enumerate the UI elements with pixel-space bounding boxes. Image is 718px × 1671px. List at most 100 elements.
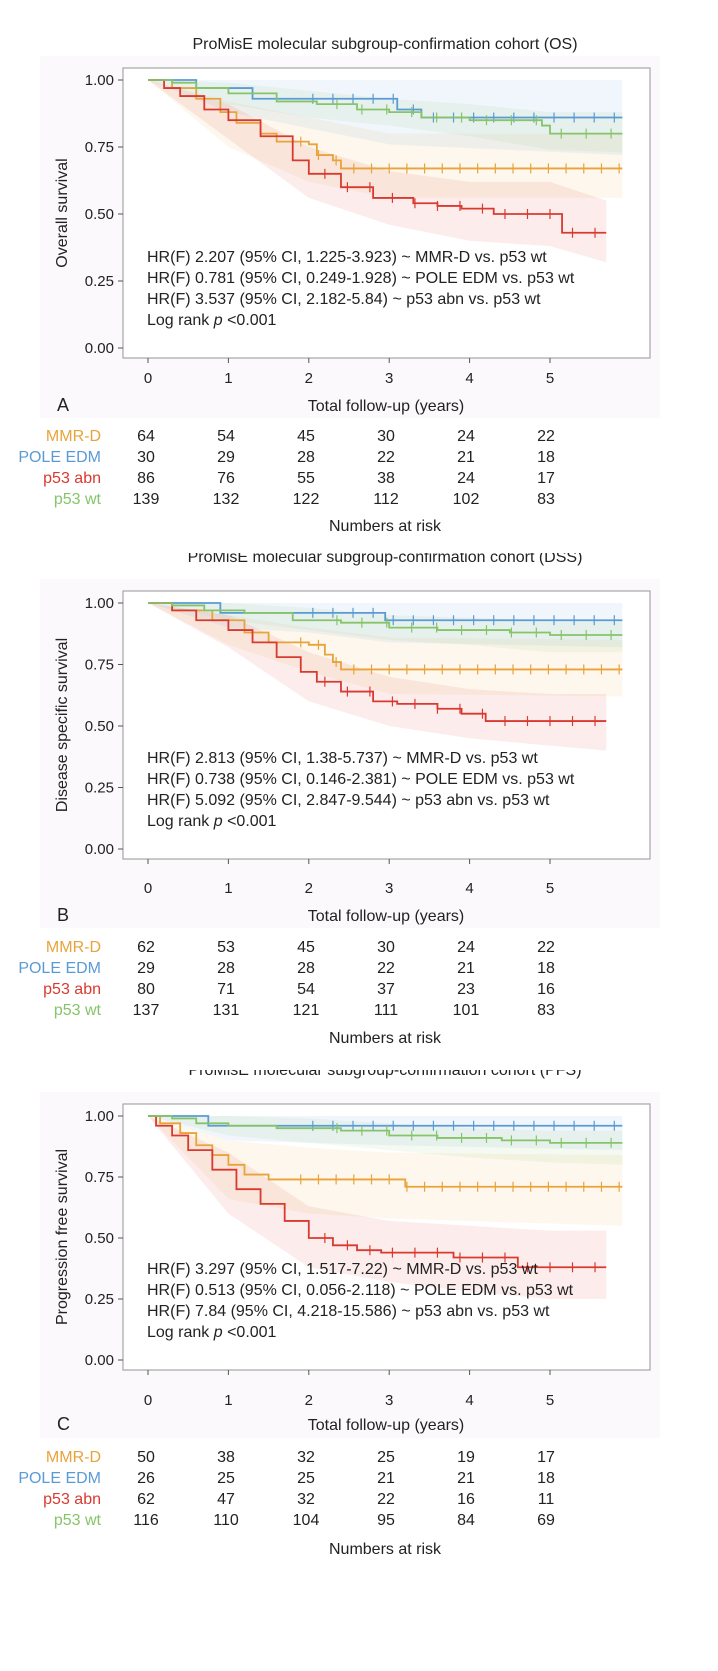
- y-axis-label: Progression free survival: [54, 1149, 71, 1325]
- x-tick-label: 0: [144, 880, 152, 897]
- risk-value: 18: [537, 960, 555, 977]
- risk-value: 110: [213, 1512, 239, 1529]
- risk-value: 84: [457, 1512, 475, 1529]
- risk-value: 29: [137, 960, 155, 977]
- chart-title: ProMisE molecular subgroup-confirmation …: [188, 1070, 581, 1079]
- ci-band-mmr-d: [148, 1116, 623, 1226]
- risk-value: 28: [297, 960, 315, 977]
- km-panel-c: ProMisE molecular subgroup-confirmation …: [0, 1062, 718, 1666]
- y-tick-label: 0.75: [85, 657, 114, 674]
- x-tick-label: 4: [465, 370, 473, 387]
- x-tick-label: 3: [385, 370, 393, 387]
- risk-value: 16: [457, 1491, 475, 1508]
- km-curve-p53-wt: [148, 1115, 623, 1144]
- risk-value: 24: [457, 470, 475, 487]
- ci-band-mmr-d: [148, 603, 623, 697]
- logrank-suffix: <0.001: [223, 813, 277, 830]
- risk-row-label: p53 wt: [54, 1002, 102, 1019]
- ci-band-pole-edm: [148, 603, 623, 648]
- logrank-annotation: Log rank p <0.001: [147, 312, 277, 329]
- risk-value: 62: [137, 939, 155, 956]
- risk-value: 28: [217, 960, 235, 977]
- risk-value: 53: [217, 939, 235, 956]
- risk-row-label: MMR-D: [46, 1449, 101, 1466]
- panel-letter: C: [57, 1414, 70, 1434]
- risk-value: 132: [213, 491, 240, 508]
- risk-value: 122: [293, 491, 320, 508]
- y-tick-label: 0.75: [85, 139, 114, 156]
- logrank-suffix: <0.001: [223, 312, 277, 329]
- risk-value: 50: [137, 1449, 155, 1466]
- risk-value: 83: [537, 491, 555, 508]
- risk-value: 25: [217, 1470, 235, 1487]
- risk-value: 22: [537, 428, 555, 445]
- risk-table-title: Numbers at risk: [329, 1030, 442, 1047]
- risk-value: 45: [297, 428, 315, 445]
- risk-value: 16: [537, 981, 555, 998]
- logrank-prefix: Log rank: [147, 813, 214, 830]
- hr-annotation: HR(F) 2.813 (95% CI, 1.38-5.737) ~ MMR-D…: [147, 750, 538, 767]
- y-tick-label: 0.50: [85, 718, 114, 735]
- risk-value: 26: [137, 1470, 155, 1487]
- hr-annotation: HR(F) 0.738 (95% CI, 0.146-2.381) ~ POLE…: [147, 771, 575, 788]
- risk-table-title: Numbers at risk: [329, 1541, 442, 1558]
- x-tick-label: 2: [305, 1392, 313, 1409]
- x-tick-label: 0: [144, 370, 152, 387]
- km-svg-c: ProMisE molecular subgroup-confirmation …: [18, 1062, 660, 1558]
- logrank-p: p: [213, 813, 223, 830]
- risk-value: 28: [297, 449, 315, 466]
- hr-annotation: HR(F) 5.092 (95% CI, 2.847-9.544) ~ p53 …: [147, 792, 550, 809]
- risk-value: 11: [538, 1491, 555, 1508]
- risk-row-label: POLE EDM: [18, 960, 101, 977]
- x-tick-label: 3: [385, 1392, 393, 1409]
- logrank-p: p: [213, 312, 223, 329]
- km-svg-a: ProMisE molecular subgroup-confirmation …: [18, 36, 660, 535]
- x-tick-label: 4: [465, 880, 473, 897]
- hr-annotation: HR(F) 3.537 (95% CI, 2.182-5.84) ~ p53 a…: [147, 291, 541, 308]
- risk-value: 139: [133, 491, 160, 508]
- km-curve-p53-abn: [148, 602, 607, 722]
- y-tick-label: 0.25: [85, 780, 114, 797]
- logrank-suffix: <0.001: [223, 1324, 277, 1341]
- x-axis-label: Total follow-up (years): [308, 908, 465, 925]
- risk-value: 32: [297, 1491, 315, 1508]
- risk-row-label: p53 abn: [43, 1491, 101, 1508]
- risk-value: 21: [457, 960, 475, 977]
- km-curve-pole-edm: [148, 79, 623, 119]
- x-tick-label: 3: [385, 880, 393, 897]
- risk-value: 47: [217, 1491, 235, 1508]
- x-tick-label: 0: [144, 1392, 152, 1409]
- x-tick-label: 5: [546, 370, 554, 387]
- risk-value: 25: [377, 1449, 395, 1466]
- risk-value: 29: [217, 449, 235, 466]
- km-curve-pole-edm: [148, 1115, 623, 1127]
- risk-row-label: POLE EDM: [18, 449, 101, 466]
- km-curve-p53-abn: [148, 79, 607, 234]
- logrank-prefix: Log rank: [147, 312, 214, 329]
- x-tick-label: 4: [465, 1392, 473, 1409]
- logrank-annotation: Log rank p <0.001: [147, 813, 277, 830]
- x-tick-label: 5: [546, 1392, 554, 1409]
- km-panel-b: ProMisE molecular subgroup-confirmation …: [0, 549, 718, 1070]
- risk-value: 38: [217, 1449, 235, 1466]
- risk-value: 38: [377, 470, 395, 487]
- x-tick-label: 2: [305, 880, 313, 897]
- risk-value: 17: [537, 1449, 555, 1466]
- risk-value: 101: [453, 1002, 480, 1019]
- x-axis-label: Total follow-up (years): [308, 1417, 465, 1434]
- hr-annotation: HR(F) 0.781 (95% CI, 0.249-1.928) ~ POLE…: [147, 270, 575, 287]
- risk-row-label: p53 wt: [54, 1512, 102, 1529]
- risk-value: 86: [137, 470, 155, 487]
- risk-row-label: MMR-D: [46, 939, 101, 956]
- risk-value: 54: [217, 428, 235, 445]
- risk-value: 22: [537, 939, 555, 956]
- y-axis-label: Disease specific survival: [54, 638, 71, 812]
- risk-value: 23: [457, 981, 475, 998]
- risk-value: 80: [137, 981, 155, 998]
- risk-value: 64: [137, 428, 155, 445]
- y-tick-label: 0.00: [85, 841, 114, 858]
- risk-row-label: p53 wt: [54, 491, 102, 508]
- ci-band-p53-abn: [148, 80, 607, 263]
- risk-row-label: p53 abn: [43, 470, 101, 487]
- km-curve-pole-edm: [148, 602, 623, 622]
